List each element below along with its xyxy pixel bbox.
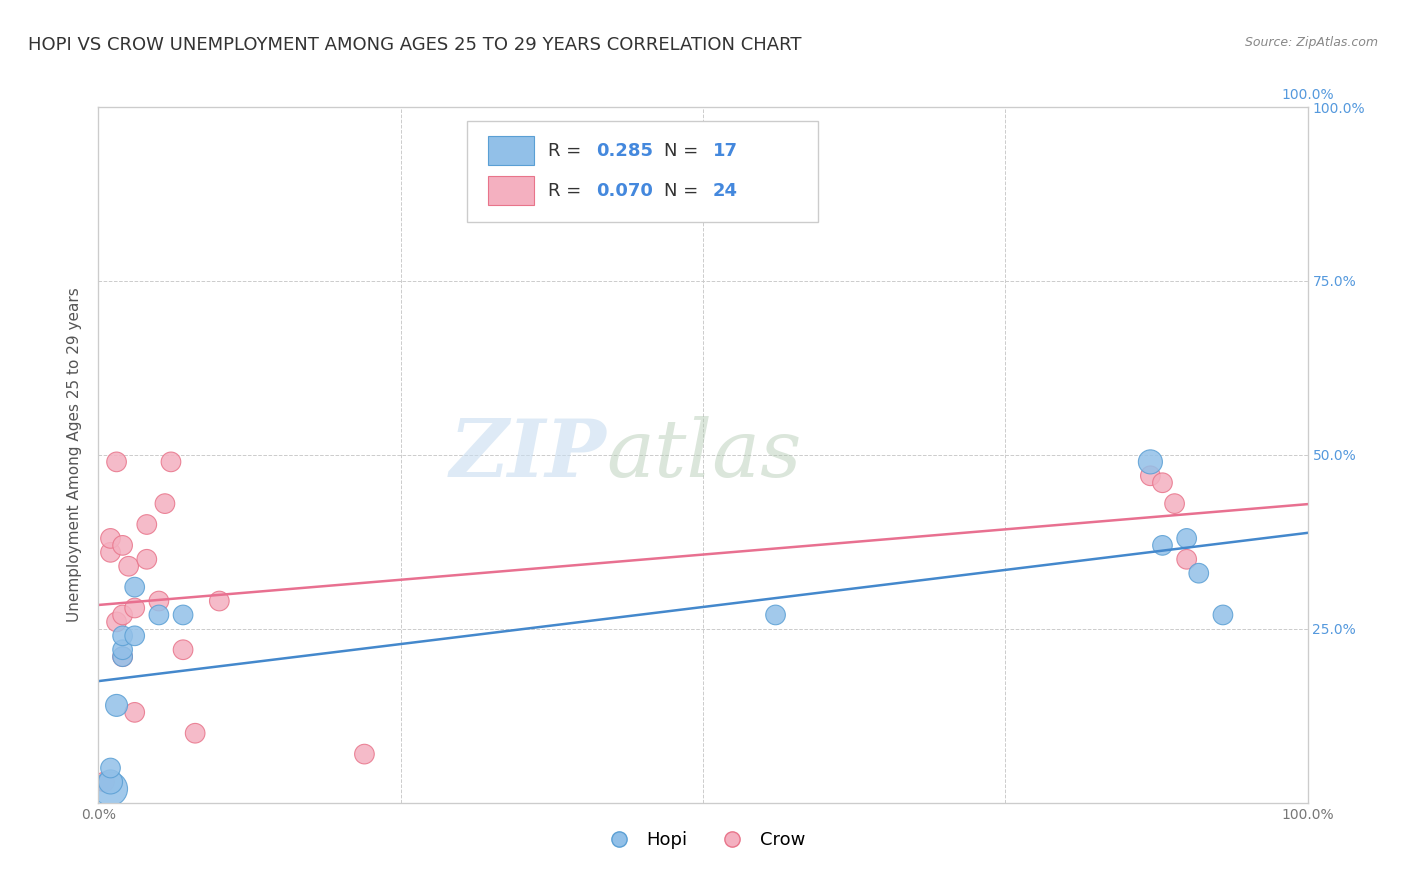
Point — [111, 607, 134, 622]
Point — [100, 775, 122, 789]
Point — [111, 642, 134, 657]
Point — [1175, 552, 1198, 566]
Point — [135, 552, 157, 566]
FancyBboxPatch shape — [488, 136, 534, 166]
Point — [100, 545, 122, 559]
Point — [124, 706, 146, 720]
Y-axis label: Unemployment Among Ages 25 to 29 years: Unemployment Among Ages 25 to 29 years — [67, 287, 83, 623]
Text: 0.285: 0.285 — [596, 142, 654, 160]
Point — [1139, 455, 1161, 469]
Point — [765, 607, 787, 622]
Point — [353, 747, 375, 761]
Point — [148, 594, 170, 608]
Text: Source: ZipAtlas.com: Source: ZipAtlas.com — [1244, 36, 1378, 49]
Point — [111, 649, 134, 664]
Point — [124, 629, 146, 643]
Text: 0.070: 0.070 — [596, 182, 654, 200]
Point — [118, 559, 141, 574]
Legend: Hopi, Crow: Hopi, Crow — [593, 824, 813, 856]
Text: R =: R = — [548, 142, 588, 160]
Text: HOPI VS CROW UNEMPLOYMENT AMONG AGES 25 TO 29 YEARS CORRELATION CHART: HOPI VS CROW UNEMPLOYMENT AMONG AGES 25 … — [28, 36, 801, 54]
Point — [100, 532, 122, 546]
Point — [208, 594, 231, 608]
Point — [1152, 475, 1174, 490]
Point — [1139, 468, 1161, 483]
Point — [135, 517, 157, 532]
Point — [111, 649, 134, 664]
Text: ZIP: ZIP — [450, 417, 606, 493]
Point — [160, 455, 183, 469]
Point — [1163, 497, 1185, 511]
Point — [105, 455, 128, 469]
Text: N =: N = — [664, 182, 704, 200]
Point — [105, 615, 128, 629]
Point — [105, 698, 128, 713]
Point — [1152, 538, 1174, 552]
Text: R =: R = — [548, 182, 588, 200]
Text: 24: 24 — [713, 182, 738, 200]
Point — [172, 607, 194, 622]
Point — [1188, 566, 1211, 581]
Point — [124, 601, 146, 615]
Point — [111, 538, 134, 552]
FancyBboxPatch shape — [467, 121, 818, 222]
Point — [1212, 607, 1234, 622]
Point — [100, 761, 122, 775]
Point — [148, 607, 170, 622]
FancyBboxPatch shape — [488, 176, 534, 205]
Point — [124, 580, 146, 594]
Point — [100, 781, 122, 796]
Point — [153, 497, 176, 511]
Point — [93, 775, 115, 789]
Text: atlas: atlas — [606, 417, 801, 493]
Point — [1175, 532, 1198, 546]
Text: 17: 17 — [713, 142, 738, 160]
Point — [111, 629, 134, 643]
Point — [184, 726, 207, 740]
Text: N =: N = — [664, 142, 704, 160]
Point — [172, 642, 194, 657]
